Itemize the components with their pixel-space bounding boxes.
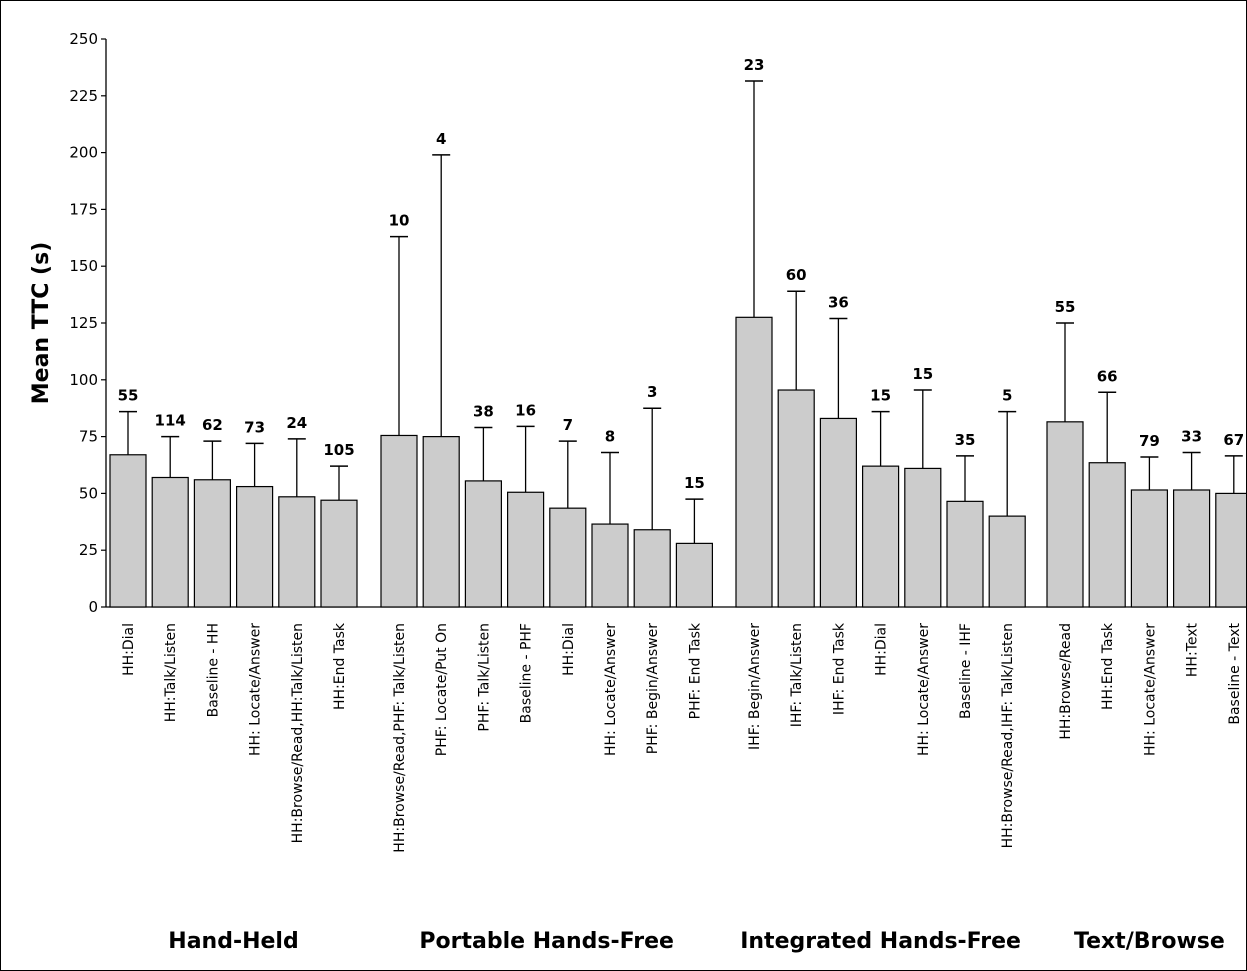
bar	[777, 389, 815, 608]
category-label: HH: Locate/Answer	[1142, 623, 1158, 756]
category-label: HH:Talk/Listen	[163, 623, 179, 722]
bar-count-label: 7	[563, 416, 573, 434]
bar	[946, 500, 984, 608]
group-label: Integrated Hands-Free	[740, 929, 1021, 954]
y-tick-label: 75	[79, 428, 98, 446]
bar-count-label: 24	[286, 414, 307, 432]
category-label: HH:End Task	[1100, 622, 1116, 710]
bar-count-label: 66	[1097, 367, 1118, 385]
category-label: HH:Browse/Read,IHF: Talk/Listen	[1000, 623, 1016, 848]
bar	[1046, 421, 1084, 608]
bar	[1088, 462, 1126, 608]
bar	[109, 454, 147, 608]
category-label: HH:Dial	[561, 623, 577, 676]
bar	[988, 515, 1026, 608]
y-tick-label: 150	[69, 257, 98, 275]
y-tick-label: 225	[69, 87, 98, 105]
bar-count-label: 55	[1055, 298, 1076, 316]
bar-count-label: 15	[870, 387, 891, 405]
category-label: IHF: Talk/Listen	[789, 623, 805, 727]
category-label: HH:Dial	[121, 623, 137, 676]
bar-count-label: 67	[1223, 431, 1244, 449]
bar-count-label: 15	[912, 365, 933, 383]
group-label: Hand-Held	[168, 929, 298, 954]
bar-count-label: 23	[744, 56, 765, 74]
category-label: HH:Dial	[874, 623, 890, 676]
bar	[236, 485, 274, 608]
bar	[1172, 489, 1211, 608]
bar	[1215, 492, 1246, 608]
bar	[320, 499, 358, 608]
category-label: HH:Browse/Read	[1058, 623, 1074, 740]
y-tick-label: 175	[69, 200, 98, 218]
bar	[464, 480, 502, 608]
bar	[193, 479, 231, 608]
bar	[1130, 489, 1169, 608]
bar-count-label: 4	[436, 130, 446, 148]
y-tick-label: 100	[69, 371, 98, 389]
bar	[819, 417, 858, 608]
category-label: HH:Text	[1185, 622, 1201, 677]
bar-count-label: 36	[828, 293, 849, 311]
category-label: Baseline - PHF	[519, 623, 535, 723]
category-label: PHF: Begin/Answer	[645, 623, 661, 754]
y-tick-label: 50	[79, 484, 98, 502]
bar-count-label: 15	[684, 474, 705, 492]
category-label: HH:Browse/Read,PHF: Talk/Listen	[392, 623, 408, 853]
category-label: Baseline - IHF	[958, 623, 974, 719]
bar-count-label: 16	[515, 401, 536, 419]
bar	[735, 316, 773, 608]
category-label: HH: Locate/Answer	[916, 623, 932, 756]
y-axis-title: Mean TTC (s)	[29, 242, 54, 405]
category-label: Baseline - HH	[205, 623, 221, 717]
bar	[549, 507, 587, 608]
bar	[633, 529, 671, 608]
y-tick-label: 125	[69, 314, 98, 332]
group-label: Text/Browse	[1074, 929, 1225, 954]
category-label: HH: Locate/Answer	[603, 623, 619, 756]
bar-count-label: 8	[605, 428, 615, 446]
bar-count-label: 5	[1002, 387, 1012, 405]
bar-count-label: 79	[1139, 432, 1160, 450]
labels: 55 HH:Dial 114 HH:Talk/Listen 62 Baseline - H…	[118, 56, 1245, 954]
bar	[151, 476, 189, 608]
bar-count-label: 3	[647, 383, 657, 401]
y-tick-label: 0	[88, 598, 98, 616]
bar-count-label: 10	[389, 212, 410, 230]
category-label: IHF: End Task	[831, 622, 847, 715]
bar	[380, 434, 418, 608]
bar-count-label: 38	[473, 403, 494, 421]
category-label: HH:Browse/Read,HH:Talk/Listen	[290, 623, 306, 843]
bar-count-label: 35	[955, 431, 976, 449]
y-tick-label: 200	[69, 144, 98, 162]
bar	[422, 436, 460, 608]
category-label: PHF: Locate/Put On	[434, 623, 450, 756]
category-label: PHF: Talk/Listen	[476, 623, 492, 732]
bar	[591, 523, 629, 608]
bar	[675, 542, 714, 608]
bar	[904, 467, 942, 608]
bar-count-label: 33	[1181, 428, 1202, 446]
bar	[861, 465, 900, 608]
bar-count-label: 60	[786, 266, 807, 284]
category-label: HH:End Task	[332, 622, 348, 710]
category-label: HH: Locate/Answer	[248, 623, 264, 756]
y-tick-label: 250	[69, 30, 98, 48]
category-label: Baseline - Text	[1227, 622, 1243, 724]
category-label: PHF: End Task	[687, 622, 703, 719]
bar	[278, 496, 316, 608]
bar	[507, 491, 545, 608]
bar-count-label: 55	[118, 387, 139, 405]
bar-count-label: 114	[155, 412, 186, 430]
y-tick-label: 25	[79, 541, 98, 559]
category-label: IHF: Begin/Answer	[747, 623, 763, 750]
bar-count-label: 73	[244, 418, 265, 436]
bar-count-label: 105	[323, 441, 354, 459]
group-label: Portable Hands-Free	[419, 929, 674, 954]
bars	[109, 80, 1246, 608]
bar-count-label: 62	[202, 416, 223, 434]
